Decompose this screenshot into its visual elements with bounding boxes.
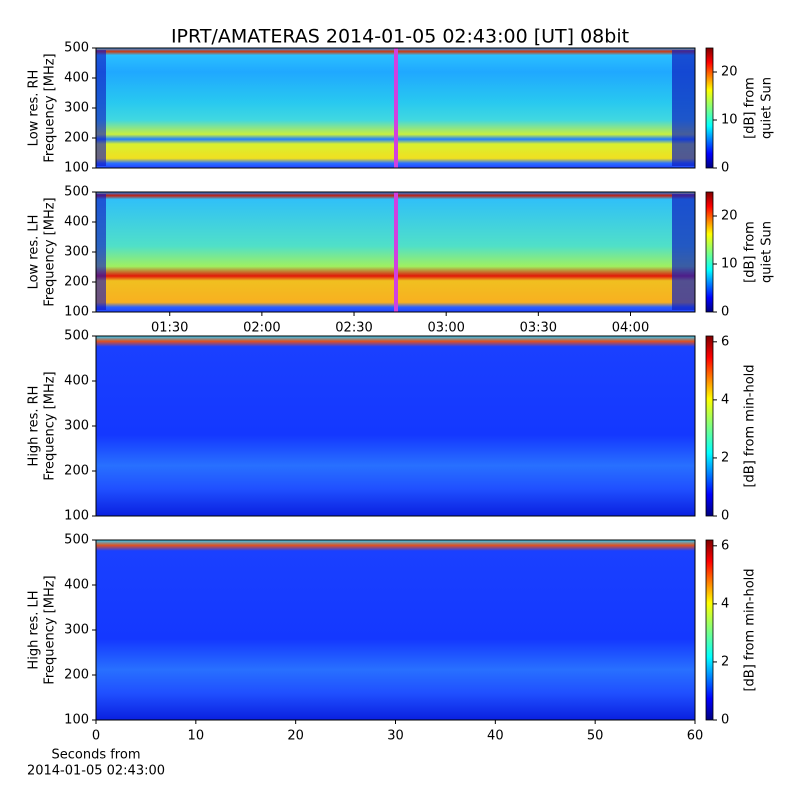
colorbar-tick-label: 0	[721, 509, 729, 524]
x-tick-label: 0	[92, 729, 100, 744]
colorbar-tick-label: 6	[721, 538, 729, 553]
spectrogram-image	[96, 540, 695, 720]
y-tick-label: 500	[64, 41, 89, 56]
band-edge	[96, 50, 106, 166]
band-edge	[672, 50, 695, 166]
colorbar-label: [dB] from min-hold	[743, 364, 758, 487]
y-tick-label: 300	[64, 419, 89, 434]
y-axis-label: High res. LH	[27, 590, 42, 669]
x-tick-label: 03:30	[520, 321, 557, 336]
y-axis-label: High res. RH	[27, 386, 42, 467]
colorbar-tick-label: 0	[721, 161, 729, 176]
x-tick-label: 60	[687, 729, 704, 744]
x-axis-label: 2014-01-05 02:43:00	[27, 764, 165, 779]
colorbar-tick-label: 2	[721, 450, 729, 465]
y-axis-label: Low res. LH	[27, 215, 42, 290]
y-tick-label: 500	[64, 533, 89, 548]
x-tick-label: 20	[287, 729, 304, 744]
colorbar-tick-label: 20	[721, 65, 738, 80]
x-tick-label: 02:30	[335, 321, 372, 336]
colorbar-label: [dB] from	[743, 221, 758, 283]
y-tick-label: 100	[64, 713, 89, 728]
y-tick-label: 100	[64, 509, 89, 524]
x-tick-label: 50	[587, 729, 604, 744]
colorbar-tick-label: 0	[721, 305, 729, 320]
y-tick-label: 400	[64, 71, 89, 86]
y-axis-label: Frequency [MHz]	[43, 197, 58, 306]
x-tick-label: 10	[188, 729, 205, 744]
colorbar	[705, 191, 714, 313]
y-tick-label: 100	[64, 305, 89, 320]
y-tick-label: 200	[64, 668, 89, 683]
x-tick-label: 02:00	[243, 321, 280, 336]
y-tick-label: 200	[64, 464, 89, 479]
y-tick-label: 500	[64, 185, 89, 200]
y-tick-label: 500	[64, 329, 89, 344]
colorbar-tick-label: 4	[721, 596, 729, 611]
colorbar-label: quiet Sun	[760, 77, 775, 139]
time-marker	[394, 192, 398, 312]
y-axis-label: Frequency [MHz]	[43, 53, 58, 162]
y-tick-label: 400	[64, 374, 89, 389]
band-edge	[672, 194, 695, 310]
x-tick-label: 30	[387, 729, 404, 744]
colorbar-tick-label: 4	[721, 392, 729, 407]
colorbar-label: [dB] from	[743, 77, 758, 139]
y-tick-label: 200	[64, 275, 89, 290]
colorbar	[705, 47, 714, 169]
y-axis-label: Frequency [MHz]	[43, 371, 58, 480]
figure-title: IPRT/AMATERAS 2014-01-05 02:43:00 [UT] 0…	[171, 26, 629, 48]
y-tick-label: 100	[64, 161, 89, 176]
colorbar-tick-label: 6	[721, 334, 729, 349]
y-tick-label: 200	[64, 131, 89, 146]
y-tick-label: 300	[64, 101, 89, 116]
y-tick-label: 400	[64, 578, 89, 593]
x-tick-label: 04:00	[612, 321, 649, 336]
spectrogram-image	[96, 336, 695, 516]
colorbar-tick-label: 20	[721, 209, 738, 224]
time-marker	[394, 48, 398, 168]
colorbar-tick-label: 10	[721, 257, 738, 272]
colorbar	[705, 335, 714, 517]
y-tick-label: 300	[64, 245, 89, 260]
x-tick-label: 01:30	[151, 321, 188, 336]
y-tick-label: 400	[64, 215, 89, 230]
y-axis-label: Frequency [MHz]	[43, 575, 58, 684]
x-tick-label: 40	[487, 729, 504, 744]
y-axis-label: Low res. RH	[27, 70, 42, 147]
colorbar	[705, 539, 714, 721]
y-tick-label: 300	[64, 623, 89, 638]
x-axis-label: Seconds from	[51, 748, 140, 763]
x-tick-label: 03:00	[427, 321, 464, 336]
colorbar-label: quiet Sun	[760, 221, 775, 283]
colorbar-label: [dB] from min-hold	[743, 568, 758, 691]
colorbar-tick-label: 2	[721, 654, 729, 669]
colorbar-tick-label: 10	[721, 113, 738, 128]
colorbar-tick-label: 0	[721, 713, 729, 728]
band-edge	[96, 194, 106, 310]
